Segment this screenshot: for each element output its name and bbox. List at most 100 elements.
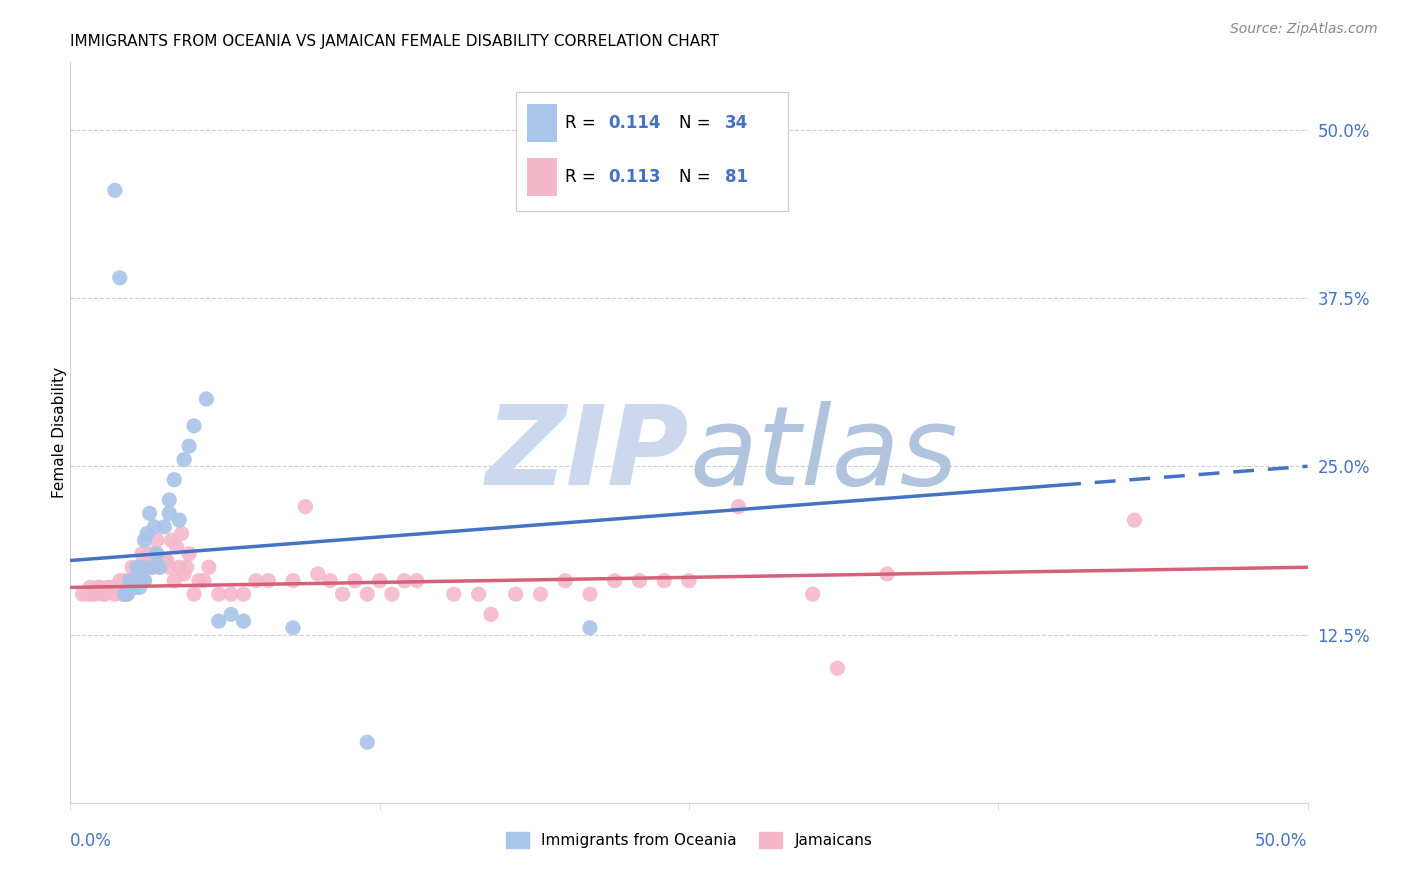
Point	[121, 560, 143, 574]
Point	[245, 574, 267, 588]
Point	[193, 574, 215, 588]
Point	[405, 574, 427, 588]
Point	[118, 574, 141, 588]
Point	[219, 587, 242, 601]
Point	[115, 587, 138, 601]
Point	[86, 581, 108, 595]
Legend: Immigrants from Oceania, Jamaicans: Immigrants from Oceania, Jamaicans	[499, 826, 879, 855]
Point	[343, 574, 366, 588]
Point	[114, 587, 136, 601]
Point	[108, 574, 131, 588]
Point	[356, 735, 378, 749]
Point	[1123, 513, 1146, 527]
Point	[183, 587, 205, 601]
Point	[188, 574, 211, 588]
Point	[104, 587, 127, 601]
Text: Source: ZipAtlas.com: Source: ZipAtlas.com	[1230, 22, 1378, 37]
Point	[160, 533, 183, 548]
Point	[128, 581, 150, 595]
Point	[141, 560, 163, 574]
Point	[381, 587, 404, 601]
Point	[232, 614, 254, 628]
Point	[281, 621, 304, 635]
Point	[479, 607, 502, 622]
Point	[98, 581, 121, 595]
Point	[138, 507, 160, 521]
Point	[148, 560, 170, 574]
Point	[177, 439, 200, 453]
Point	[678, 574, 700, 588]
Point	[101, 581, 124, 595]
Point	[131, 560, 153, 574]
Point	[134, 533, 156, 548]
Point	[156, 553, 179, 567]
Text: 50.0%: 50.0%	[1256, 832, 1308, 850]
Point	[443, 587, 465, 601]
Point	[82, 587, 104, 601]
Point	[124, 581, 146, 595]
Text: ZIP: ZIP	[485, 401, 689, 508]
Point	[603, 574, 626, 588]
Point	[96, 581, 118, 595]
Point	[128, 560, 150, 574]
Point	[148, 560, 170, 574]
Point	[183, 418, 205, 433]
Point	[876, 566, 898, 581]
Point	[232, 587, 254, 601]
Point	[163, 473, 186, 487]
Point	[166, 540, 188, 554]
Point	[138, 547, 160, 561]
Point	[114, 574, 136, 588]
Point	[127, 560, 149, 574]
Point	[307, 566, 329, 581]
Point	[198, 560, 221, 574]
Point	[143, 547, 166, 561]
Point	[173, 566, 195, 581]
Point	[294, 500, 316, 514]
Point	[167, 513, 190, 527]
Point	[105, 581, 128, 595]
Point	[167, 560, 190, 574]
Point	[89, 581, 111, 595]
Point	[257, 574, 280, 588]
Point	[394, 574, 416, 588]
Point	[177, 547, 200, 561]
Point	[332, 587, 354, 601]
Point	[111, 587, 134, 601]
Point	[727, 500, 749, 514]
Point	[143, 520, 166, 534]
Point	[153, 520, 176, 534]
Point	[529, 587, 551, 601]
Point	[141, 560, 163, 574]
Point	[208, 614, 231, 628]
Point	[157, 560, 180, 574]
Point	[134, 574, 156, 588]
Point	[170, 526, 193, 541]
Point	[319, 574, 342, 588]
Point	[136, 560, 159, 574]
Point	[579, 621, 602, 635]
Point	[146, 547, 169, 561]
Text: 0.0%: 0.0%	[70, 832, 112, 850]
Point	[118, 574, 141, 588]
Point	[72, 587, 94, 601]
Point	[195, 392, 218, 406]
Point	[801, 587, 824, 601]
Point	[104, 183, 127, 197]
Point	[356, 587, 378, 601]
Point	[827, 661, 849, 675]
Point	[79, 581, 101, 595]
Point	[176, 560, 198, 574]
Point	[134, 574, 156, 588]
Point	[157, 492, 180, 507]
Y-axis label: Female Disability: Female Disability	[52, 367, 66, 499]
Point	[368, 574, 391, 588]
Point	[91, 587, 114, 601]
Point	[579, 587, 602, 601]
Point	[76, 587, 98, 601]
Point	[505, 587, 527, 601]
Point	[628, 574, 651, 588]
Point	[108, 270, 131, 285]
Point	[281, 574, 304, 588]
Point	[146, 533, 169, 548]
